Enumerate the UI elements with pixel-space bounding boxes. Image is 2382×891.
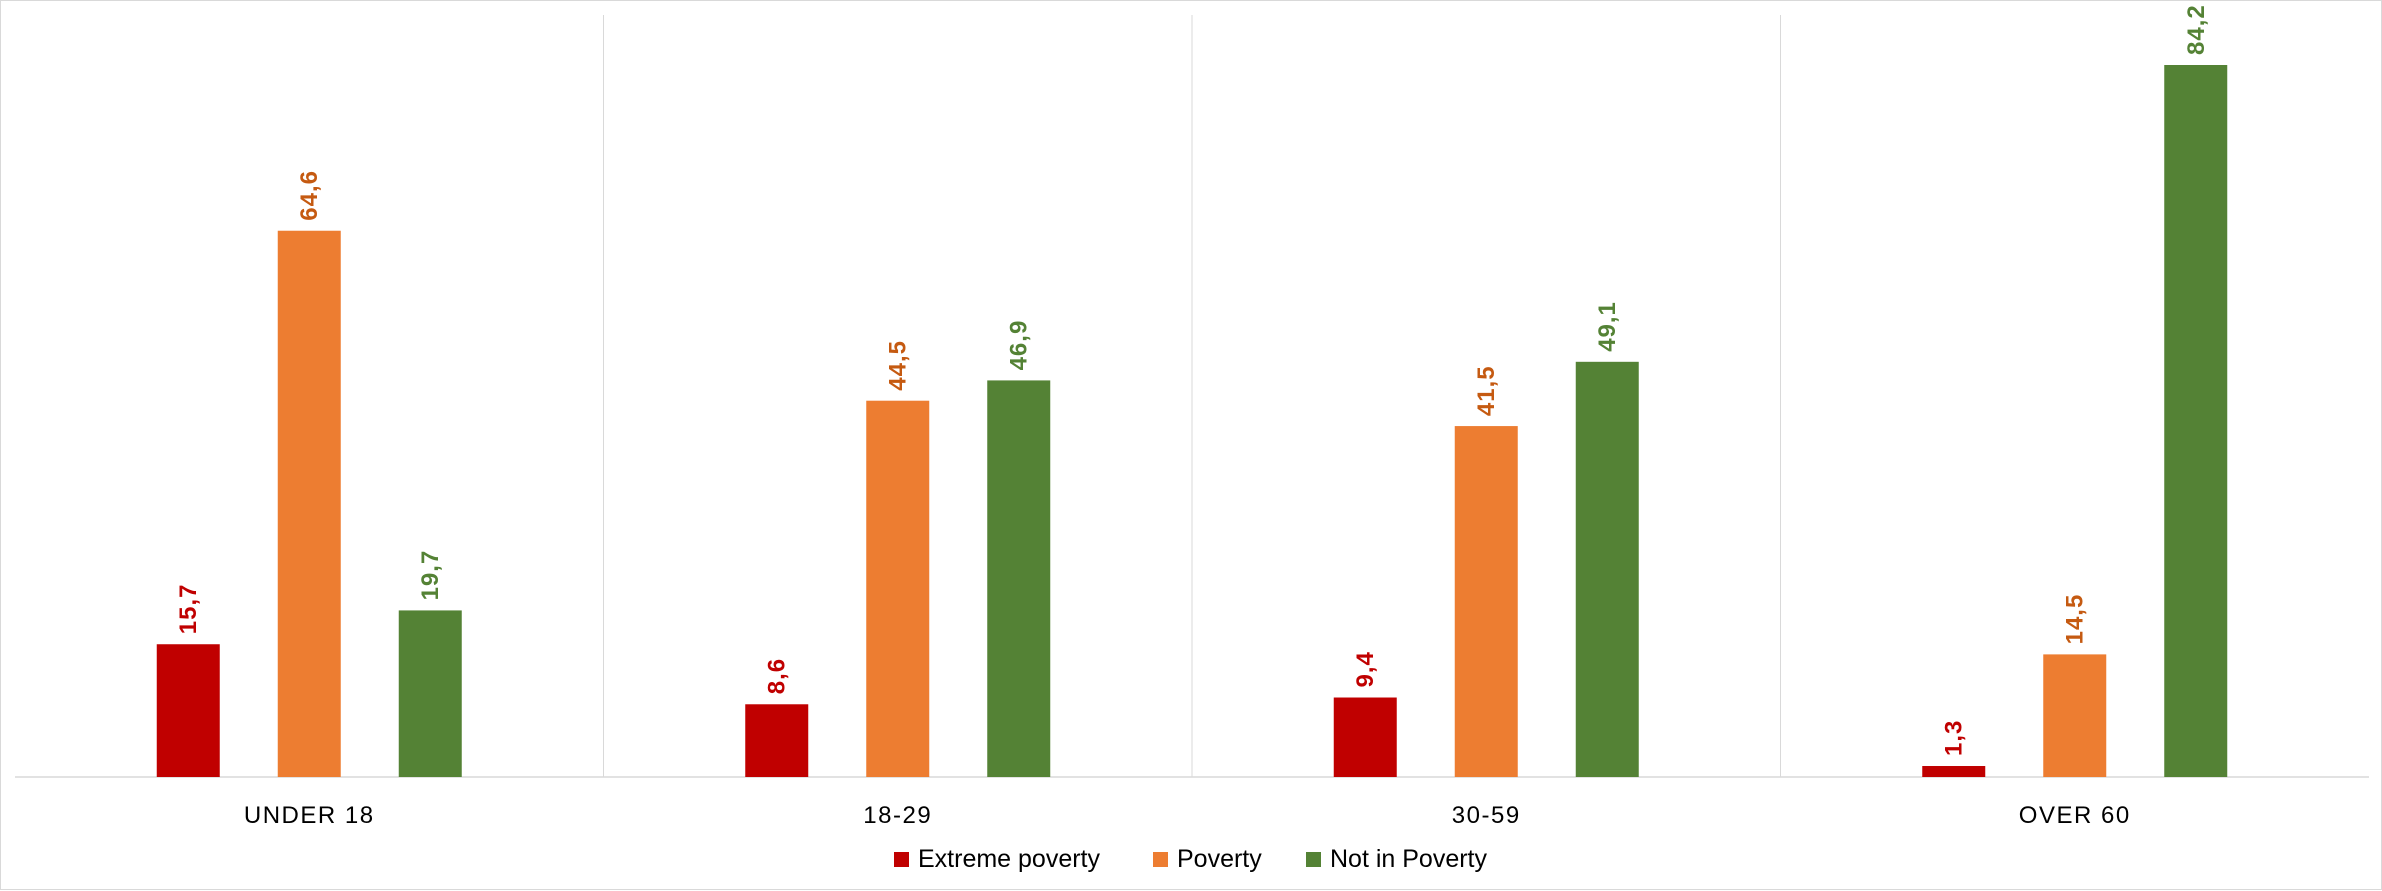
bar-poverty <box>1454 426 1518 777</box>
legend-swatch <box>1153 852 1168 867</box>
data-label: 19,7 <box>417 550 444 601</box>
bar-not-in-poverty <box>987 380 1051 777</box>
data-label: 15,7 <box>175 584 202 635</box>
category-label: OVER 60 <box>2019 802 2131 829</box>
legend-swatch <box>1306 852 1321 867</box>
bar-poverty <box>277 230 341 778</box>
legend-swatch <box>894 852 909 867</box>
bar-extreme-poverty <box>1333 697 1397 777</box>
bar-not-in-poverty <box>1575 361 1639 777</box>
data-label: 1,3 <box>1941 720 1968 756</box>
data-label: 64,6 <box>296 170 323 221</box>
data-label: 44,5 <box>885 340 912 391</box>
bar-not-in-poverty <box>2164 65 2228 777</box>
data-label: 9,4 <box>1352 651 1379 687</box>
legend-label: Extreme poverty <box>918 845 1101 873</box>
bar-not-in-poverty <box>398 610 462 777</box>
data-label: 14,5 <box>2062 594 2089 645</box>
data-label: 46,9 <box>1006 320 1033 371</box>
category-label: 30-59 <box>1452 802 1521 829</box>
legend-label: Poverty <box>1177 845 1262 873</box>
bar-extreme-poverty <box>1922 766 1986 777</box>
legend-label: Not in Poverty <box>1330 845 1488 873</box>
category-label: UNDER 18 <box>244 802 375 829</box>
bar-extreme-poverty <box>745 704 809 777</box>
category-label: 18-29 <box>863 802 932 829</box>
data-label: 8,6 <box>764 658 791 694</box>
data-label: 49,1 <box>1594 301 1621 352</box>
data-label: 41,5 <box>1473 365 1500 416</box>
data-label: 84,2 <box>2183 4 2210 55</box>
bar-extreme-poverty <box>156 644 220 777</box>
bar-poverty <box>866 400 930 777</box>
bar-poverty <box>2043 654 2107 777</box>
